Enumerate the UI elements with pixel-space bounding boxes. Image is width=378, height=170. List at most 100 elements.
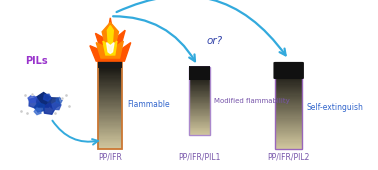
Bar xyxy=(275,68,302,69)
Bar xyxy=(189,99,210,100)
Bar xyxy=(98,61,122,62)
Bar xyxy=(98,121,122,122)
Bar xyxy=(98,119,122,120)
Bar xyxy=(98,65,122,66)
Bar xyxy=(189,97,210,98)
Bar xyxy=(275,71,302,73)
Bar xyxy=(98,67,122,68)
Bar xyxy=(189,68,210,69)
Bar xyxy=(275,87,302,88)
Bar xyxy=(275,146,302,147)
Polygon shape xyxy=(34,103,44,112)
Bar xyxy=(189,115,210,116)
Bar xyxy=(275,135,302,136)
Bar xyxy=(98,134,122,135)
Bar xyxy=(98,117,122,119)
Bar xyxy=(275,83,302,85)
Bar xyxy=(104,56,116,63)
Bar xyxy=(98,87,122,88)
Bar xyxy=(98,123,122,125)
Bar xyxy=(275,112,302,113)
Bar xyxy=(275,148,302,149)
Bar xyxy=(275,120,302,121)
Bar xyxy=(98,109,122,110)
Bar xyxy=(189,66,210,67)
Bar xyxy=(275,114,302,115)
Bar xyxy=(98,60,122,61)
Polygon shape xyxy=(35,92,52,107)
Bar xyxy=(189,103,210,104)
Bar xyxy=(98,100,122,101)
Bar xyxy=(275,132,302,133)
Bar xyxy=(189,102,210,103)
Bar xyxy=(275,143,302,144)
Bar xyxy=(189,93,210,94)
Bar xyxy=(189,117,210,118)
Bar xyxy=(275,116,302,117)
Bar xyxy=(189,71,210,72)
Bar xyxy=(98,128,122,129)
Bar xyxy=(189,91,210,92)
Bar xyxy=(98,78,122,79)
Bar xyxy=(98,139,122,140)
Bar xyxy=(98,140,122,141)
Bar xyxy=(275,95,302,96)
Bar xyxy=(98,105,122,106)
Bar xyxy=(189,76,210,77)
Bar xyxy=(275,75,302,76)
Bar xyxy=(98,89,122,91)
Bar xyxy=(189,108,210,109)
Bar xyxy=(98,133,122,134)
Bar xyxy=(189,95,210,96)
Bar xyxy=(98,79,122,80)
Bar xyxy=(275,138,302,139)
Bar xyxy=(189,105,210,106)
Polygon shape xyxy=(56,97,62,103)
Bar xyxy=(275,106,302,108)
Bar xyxy=(275,101,302,102)
Bar xyxy=(275,63,302,149)
Bar xyxy=(98,110,122,112)
Bar xyxy=(189,79,210,80)
Bar xyxy=(275,102,302,103)
Bar xyxy=(189,119,210,120)
Bar xyxy=(189,132,210,133)
Bar xyxy=(275,104,302,105)
Bar xyxy=(275,133,302,134)
Bar xyxy=(98,99,122,100)
Bar xyxy=(275,115,302,116)
Bar xyxy=(275,78,302,79)
Text: or?: or? xyxy=(206,36,222,46)
Bar xyxy=(189,101,210,102)
Bar xyxy=(275,67,302,68)
Bar xyxy=(98,71,122,72)
Bar xyxy=(189,118,210,119)
Bar xyxy=(98,86,122,87)
Bar xyxy=(275,86,302,87)
Bar xyxy=(275,89,302,90)
Bar xyxy=(275,130,302,131)
Bar xyxy=(275,139,302,140)
Bar xyxy=(189,131,210,132)
Polygon shape xyxy=(90,18,131,61)
Bar xyxy=(275,73,302,74)
Bar xyxy=(275,142,302,143)
Bar xyxy=(98,136,122,138)
Bar xyxy=(275,109,302,110)
Bar xyxy=(189,69,210,70)
Bar xyxy=(189,73,210,74)
Text: PP/IFR/PIL2: PP/IFR/PIL2 xyxy=(268,153,310,162)
Bar xyxy=(189,111,210,112)
Bar xyxy=(275,103,302,104)
Bar xyxy=(98,81,122,82)
Bar xyxy=(275,69,302,70)
Bar xyxy=(275,123,302,124)
Bar xyxy=(98,143,122,144)
Bar xyxy=(98,59,122,60)
Text: PP/IFR: PP/IFR xyxy=(98,153,122,162)
Bar xyxy=(98,144,122,146)
Bar xyxy=(275,105,302,106)
Polygon shape xyxy=(28,95,36,103)
Bar xyxy=(98,83,122,85)
Bar xyxy=(275,137,302,138)
